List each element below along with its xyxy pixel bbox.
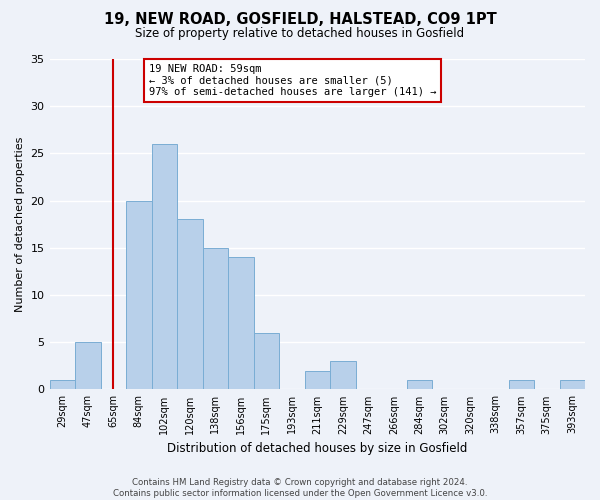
Bar <box>254 333 279 390</box>
Text: 19 NEW ROAD: 59sqm
← 3% of detached houses are smaller (5)
97% of semi-detached : 19 NEW ROAD: 59sqm ← 3% of detached hous… <box>149 64 436 97</box>
Bar <box>509 380 534 390</box>
Bar <box>228 258 254 390</box>
Bar <box>75 342 101 390</box>
Text: 19, NEW ROAD, GOSFIELD, HALSTEAD, CO9 1PT: 19, NEW ROAD, GOSFIELD, HALSTEAD, CO9 1P… <box>104 12 496 28</box>
Bar <box>126 200 152 390</box>
Bar <box>560 380 585 390</box>
Bar <box>330 361 356 390</box>
Bar <box>152 144 177 390</box>
Text: Size of property relative to detached houses in Gosfield: Size of property relative to detached ho… <box>136 28 464 40</box>
Bar <box>407 380 432 390</box>
Bar <box>177 220 203 390</box>
Text: Contains HM Land Registry data © Crown copyright and database right 2024.
Contai: Contains HM Land Registry data © Crown c… <box>113 478 487 498</box>
X-axis label: Distribution of detached houses by size in Gosfield: Distribution of detached houses by size … <box>167 442 467 455</box>
Bar <box>50 380 75 390</box>
Y-axis label: Number of detached properties: Number of detached properties <box>15 136 25 312</box>
Bar <box>305 370 330 390</box>
Bar <box>203 248 228 390</box>
